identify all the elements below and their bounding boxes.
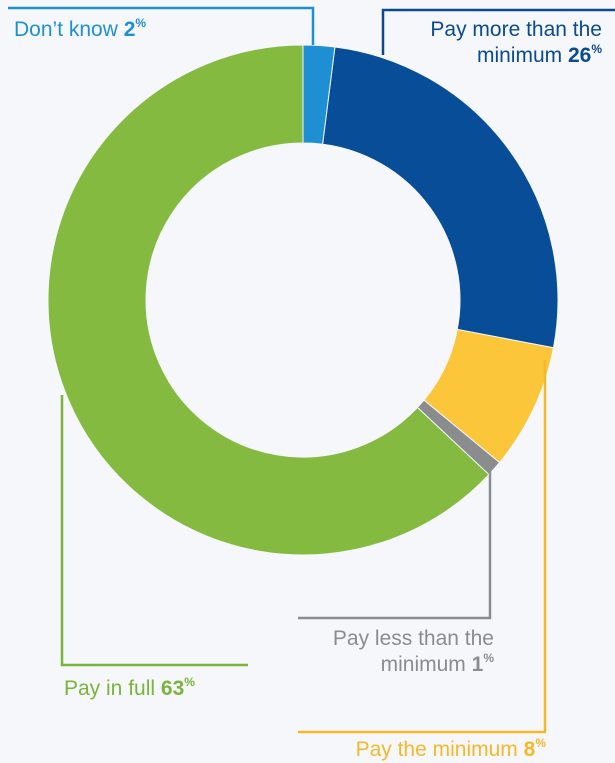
label-0: Don’t know 2% — [14, 16, 146, 41]
leader-line-2 — [298, 360, 547, 734]
label-1: Pay more than the minimum 26% — [430, 18, 602, 67]
leader-line-4 — [60, 395, 248, 667]
label-2: Pay the minimum 8% — [356, 736, 547, 761]
value-4: 63 — [161, 677, 184, 700]
slice-pay-more-than-the-minimum — [322, 46, 559, 349]
leader-line-0 — [8, 6, 315, 45]
label-4: Pay in full 63% — [64, 675, 195, 700]
leader-line-3 — [298, 468, 492, 620]
value-3: 1 — [472, 653, 484, 676]
value-0: 2 — [124, 18, 136, 41]
value-1: 26 — [568, 44, 591, 67]
leader-line-1 — [381, 8, 615, 55]
slice-pay-in-full — [47, 44, 490, 556]
value-2: 8 — [524, 738, 536, 761]
label-3: Pay less than the minimum 1% — [333, 627, 494, 676]
